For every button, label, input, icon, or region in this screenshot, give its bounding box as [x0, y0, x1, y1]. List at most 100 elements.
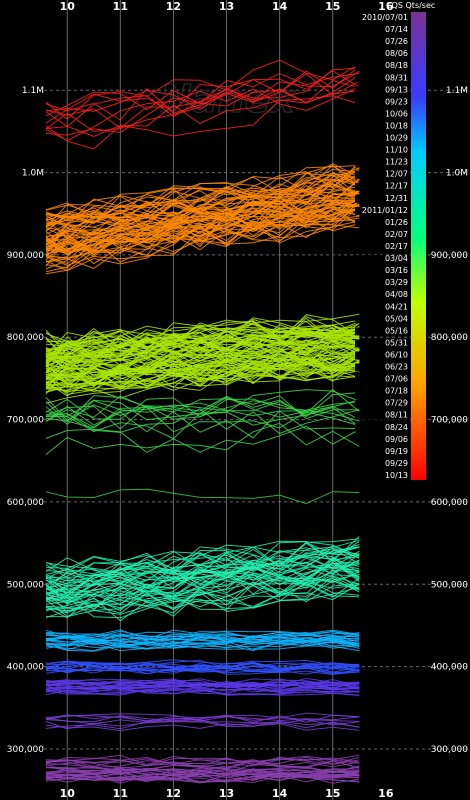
legend-label-bg	[355, 351, 409, 360]
series-line	[45, 172, 360, 229]
series-line	[45, 204, 360, 266]
legend-date-label: 05/31	[385, 338, 408, 347]
legend-date-label: 03/29	[385, 278, 408, 287]
y-tick-label-right: 900,000	[431, 251, 468, 261]
legend-date-label: 10/13	[385, 471, 408, 480]
legend-date-label: 07/26	[385, 37, 408, 46]
y-tick-label-left: 400,000	[7, 663, 44, 673]
legend-date-label: 12/07	[385, 170, 408, 179]
series-line	[45, 546, 360, 583]
series-line	[45, 679, 360, 689]
legend-label-bg	[355, 86, 409, 95]
series-line	[45, 316, 360, 348]
legend-label-bg	[355, 399, 409, 408]
legend-label-bg	[355, 74, 409, 83]
series-line	[45, 73, 360, 129]
series-line	[45, 573, 360, 612]
series-line	[45, 346, 360, 373]
legend-date-label: 07/18	[385, 387, 408, 396]
series-line	[45, 640, 360, 652]
legend-date-label: 06/23	[385, 363, 408, 372]
series-line	[45, 65, 360, 121]
x-tick-label-top: 15	[325, 0, 340, 13]
legend-label-bg	[355, 363, 409, 372]
series-line	[45, 221, 360, 269]
series-line	[45, 678, 360, 687]
legend-label-bg	[355, 170, 409, 179]
legend-date-label: 10/29	[385, 134, 408, 143]
series-line	[45, 540, 360, 584]
legend-label-bg	[355, 303, 409, 312]
legend-label-bg	[355, 472, 409, 480]
y-tick-label-right: 600,000	[431, 498, 468, 508]
legend-date-label: 06/10	[385, 350, 408, 359]
series-line	[45, 169, 360, 224]
series-line	[45, 721, 360, 730]
legend-date-label: 08/11	[385, 411, 408, 420]
y-tick-label-left: 1.0M	[22, 169, 44, 179]
series-line	[45, 712, 360, 722]
series-line	[45, 89, 360, 136]
series-line	[45, 720, 360, 730]
series-line	[45, 178, 360, 240]
series-line	[45, 562, 360, 596]
series-line	[45, 188, 360, 247]
series-line	[45, 550, 360, 593]
series-line	[45, 59, 360, 120]
y-axis-ticks-right: 300,000 400,000 500,000 600,000 700,000 800,0…	[431, 86, 468, 755]
x-tick-label-top: 10	[60, 0, 76, 13]
series-line	[45, 199, 360, 256]
legend-label-bg	[355, 459, 409, 468]
legend-label-bg	[355, 62, 409, 71]
legend-date-label: 09/23	[385, 97, 408, 106]
series-line	[45, 629, 360, 640]
legend-date-label: 2010/07/01	[362, 13, 408, 22]
series-line	[45, 162, 360, 219]
series-line	[45, 772, 360, 783]
legend-label-bg	[355, 375, 409, 384]
legend-date-label: 09/19	[385, 447, 408, 456]
watermark-layer: Nanex	[159, 76, 296, 121]
x-tick-label-top: 12	[166, 0, 181, 13]
legend-date-label: 07/29	[385, 399, 408, 408]
series-line	[45, 681, 360, 689]
legend-label-bg	[355, 387, 409, 396]
series-line	[45, 578, 360, 617]
legend-date-label: 08/24	[385, 423, 408, 432]
legend-date-label: 02/07	[385, 230, 408, 239]
series-line	[45, 189, 360, 252]
legend-date-label: 10/18	[385, 121, 408, 130]
series-line	[45, 190, 360, 255]
legend-label-bg	[355, 38, 409, 47]
series-line	[45, 633, 360, 641]
series-line	[45, 575, 360, 619]
series-line	[45, 326, 360, 365]
series-line	[45, 425, 360, 453]
series-lines	[45, 59, 360, 784]
series-line	[45, 199, 360, 248]
y-tick-label-right: 700,000	[431, 416, 468, 426]
legend-date-label: 11/10	[385, 146, 408, 155]
y-tick-label-right: 500,000	[431, 580, 468, 590]
series-line	[45, 352, 360, 388]
series-line	[45, 345, 360, 384]
series-line	[45, 203, 360, 259]
series-line	[45, 95, 360, 150]
series-line	[45, 201, 360, 253]
series-line	[45, 164, 360, 232]
series-line	[45, 329, 360, 373]
y-tick-label-left: 300,000	[7, 745, 44, 755]
x-tick-label-top: 16	[378, 0, 394, 13]
series-line	[45, 350, 360, 386]
legend-date-label: 11/23	[385, 158, 408, 167]
series-line	[45, 659, 360, 667]
legend-date-label: 07/14	[385, 25, 408, 34]
legend-label-bg	[355, 255, 409, 264]
series-line	[45, 178, 360, 245]
legend-date-label: 04/21	[385, 302, 408, 311]
series-line	[45, 664, 360, 673]
series-line	[45, 395, 360, 423]
series-line	[45, 333, 360, 374]
series-line	[45, 773, 360, 784]
